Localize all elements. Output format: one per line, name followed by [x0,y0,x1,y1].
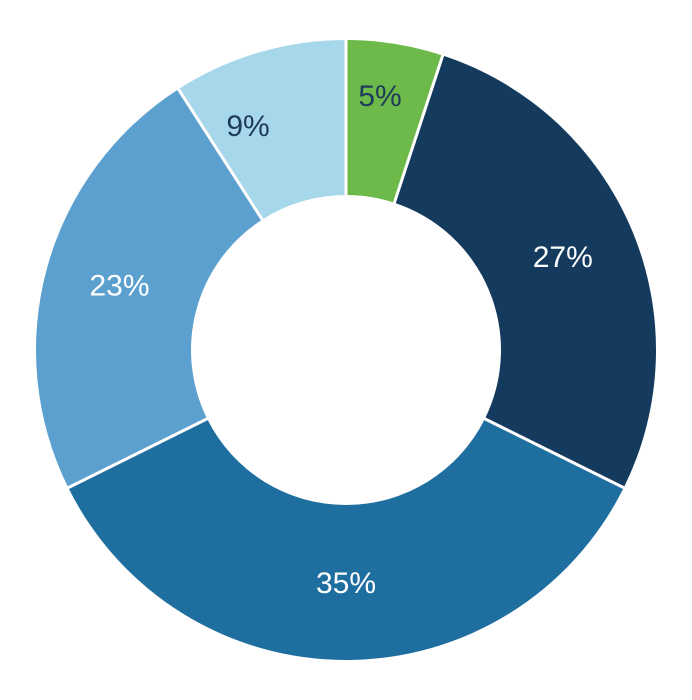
slice-label: 23% [89,269,149,302]
slice-label: 35% [316,567,376,600]
slice-label: 5% [358,80,401,113]
slice-label: 9% [226,110,269,143]
donut-chart: 5% 27% 35% 23% 9% [0,0,692,700]
donut-chart-svg: 5% 27% 35% 23% 9% [0,0,692,700]
slice-label: 27% [533,241,593,274]
